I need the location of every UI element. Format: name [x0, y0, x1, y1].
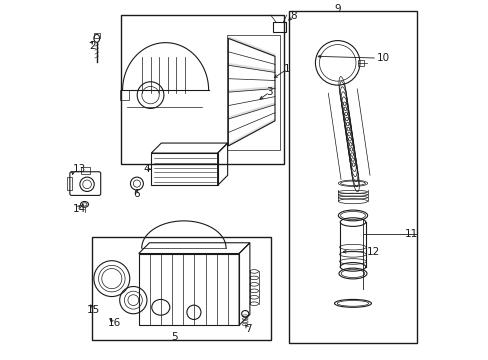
Text: 9: 9	[334, 4, 340, 14]
Text: 14: 14	[73, 204, 86, 215]
Polygon shape	[228, 103, 274, 119]
Polygon shape	[228, 95, 274, 105]
Polygon shape	[228, 119, 274, 146]
Bar	[357, 60, 364, 66]
Bar	[121, 15, 284, 164]
Bar	[67, 177, 72, 190]
Polygon shape	[228, 111, 274, 132]
Text: 15: 15	[87, 305, 101, 315]
Text: 8: 8	[290, 12, 296, 22]
Bar	[81, 167, 89, 174]
Ellipse shape	[81, 202, 88, 207]
Text: 7: 7	[244, 324, 251, 334]
Bar	[139, 253, 239, 325]
Bar	[226, 35, 280, 149]
Text: 2: 2	[89, 41, 96, 50]
Polygon shape	[228, 87, 274, 92]
Ellipse shape	[94, 35, 100, 42]
Bar	[289, 12, 416, 343]
Bar	[120, 90, 129, 100]
Text: 16: 16	[107, 319, 121, 328]
Bar	[273, 22, 285, 32]
Text: 4: 4	[143, 164, 150, 174]
Polygon shape	[228, 77, 274, 81]
Bar	[151, 153, 217, 185]
Polygon shape	[228, 37, 274, 56]
Text: 13: 13	[73, 164, 86, 174]
Text: 3: 3	[266, 87, 272, 97]
Text: 11: 11	[405, 229, 418, 239]
Polygon shape	[228, 63, 274, 72]
Bar	[94, 33, 100, 39]
Polygon shape	[228, 50, 274, 64]
Text: 5: 5	[171, 332, 178, 342]
Text: 6: 6	[133, 189, 140, 199]
Bar	[92, 237, 271, 339]
Text: 10: 10	[376, 53, 389, 63]
Text: 1: 1	[284, 64, 290, 74]
Text: 12: 12	[366, 247, 379, 257]
